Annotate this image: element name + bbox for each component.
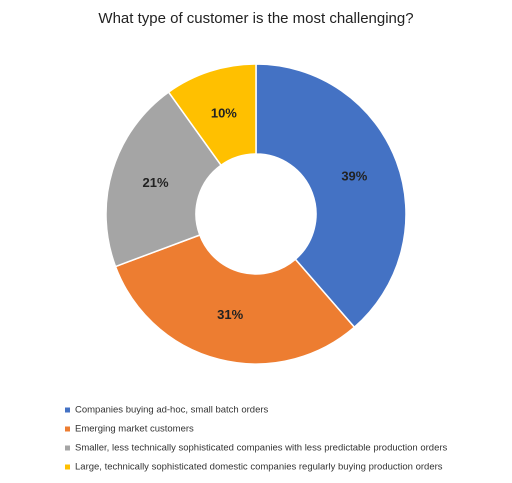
- value-label: 10%: [211, 105, 237, 120]
- value-label: 21%: [143, 175, 169, 190]
- legend-label: Companies buying ad-hoc, small batch ord…: [75, 405, 269, 416]
- legend-marker: [65, 464, 70, 470]
- value-label: 31%: [217, 307, 243, 322]
- legend-marker: [65, 426, 70, 432]
- donut-segment: [255, 63, 407, 329]
- legend-label: Large, technically sophisticated domesti…: [75, 462, 443, 473]
- donut-segment: [167, 63, 257, 167]
- legend-marker: [65, 445, 70, 451]
- legend-label: Smaller, less technically sophisticated …: [75, 443, 448, 454]
- donut-segment: [114, 234, 356, 365]
- value-label: 39%: [341, 169, 367, 184]
- legend-marker: [65, 407, 70, 413]
- chart-title: What type of customer is the most challe…: [98, 10, 413, 27]
- donut-segment: [105, 91, 223, 268]
- legend-label: Emerging market customers: [75, 424, 194, 435]
